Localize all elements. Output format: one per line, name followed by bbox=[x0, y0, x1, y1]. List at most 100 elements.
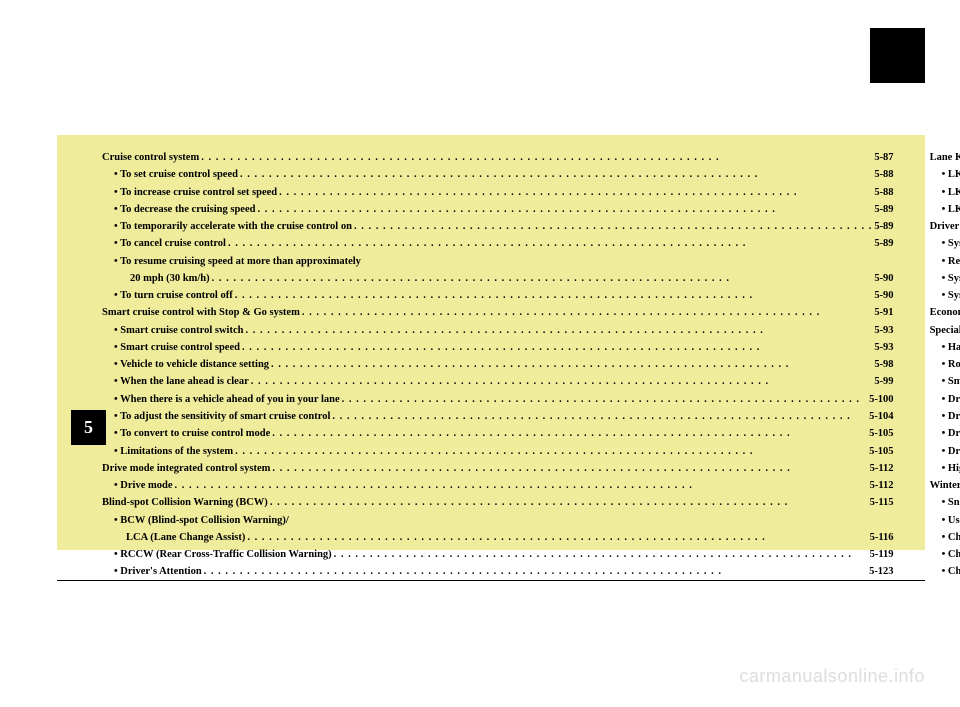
toc-entry-text: • Snowy or icy conditions bbox=[942, 495, 960, 511]
toc-line: • Rocking the vehicle5-141 bbox=[930, 357, 960, 373]
toc-line: Blind-spot Collision Warning (BCW)5-115 bbox=[102, 495, 894, 511]
toc-entry-text: • Smart cruise control switch bbox=[114, 323, 243, 339]
toc-page-number: 5-90 bbox=[874, 288, 893, 304]
toc-line: • To set cruise control speed5-88 bbox=[102, 167, 894, 183]
toc-entry-text: • Rocking the vehicle bbox=[942, 357, 960, 373]
toc-entry-text: • Vehicle to vehicle distance setting bbox=[114, 357, 269, 373]
toc-page-number: 5-88 bbox=[874, 167, 893, 183]
watermark-text: carmanualsonline.info bbox=[739, 666, 925, 687]
toc-line: • Driving in the rain5-143 bbox=[930, 409, 960, 425]
toc-page-number: 5-89 bbox=[874, 219, 893, 235]
toc-page-number: 5-112 bbox=[870, 461, 894, 477]
toc-dots bbox=[201, 150, 872, 166]
toc-entry-text: Driver Attention Warning (DAW) bbox=[930, 219, 960, 235]
toc-page-number: 5-100 bbox=[869, 392, 894, 408]
page-container: 5 Cruise control system5-87• To set crui… bbox=[0, 0, 960, 707]
toc-entry-text: • When the lane ahead is clear bbox=[114, 374, 249, 390]
toc-entry-text: Winter driving bbox=[930, 478, 960, 494]
toc-entry-text: • To increase cruise control set speed bbox=[114, 185, 277, 201]
toc-entry-text: • System malfunction bbox=[942, 288, 960, 304]
toc-line: • Hazardous driving conditions5-141 bbox=[930, 340, 960, 356]
toc-dots bbox=[204, 564, 867, 580]
toc-entry-text: • Smooth cornering bbox=[942, 374, 960, 390]
toc-entry-text: • Driving at night bbox=[942, 392, 960, 408]
toc-entry-text: • Smart cruise control speed bbox=[114, 340, 240, 356]
toc-dots bbox=[247, 530, 867, 546]
toc-page-number: 5-89 bbox=[874, 236, 893, 252]
toc-dots bbox=[271, 357, 872, 373]
toc-entry-text: • Hazardous driving conditions bbox=[942, 340, 960, 356]
toc-dots bbox=[272, 426, 867, 442]
toc-entry-text: LCA (Lane Change Assist) bbox=[126, 530, 245, 546]
toc-entry-text: • Driving in flooded areas bbox=[942, 426, 960, 442]
toc-line: • Driving at night5-142 bbox=[930, 392, 960, 408]
toc-entry-text: • System disabled bbox=[942, 271, 960, 287]
toc-entry-text: • Check battery and cables bbox=[942, 530, 960, 546]
toc-dots bbox=[272, 461, 867, 477]
toc-entry-text: Drive mode integrated control system bbox=[102, 461, 270, 477]
toc-dots bbox=[235, 288, 873, 304]
toc-line: • Snowy or icy conditions5-145 bbox=[930, 495, 960, 511]
toc-line: • To cancel cruise control 5-89 bbox=[102, 236, 894, 252]
toc-entry-text: • To convert to cruise control mode bbox=[114, 426, 270, 442]
toc-entry-text: • Limitations of the system bbox=[114, 444, 233, 460]
toc-line: • To convert to cruise control mode 5-105 bbox=[102, 426, 894, 442]
toc-line: • To decrease the cruising speed5-89 bbox=[102, 202, 894, 218]
toc-page-number: 5-90 bbox=[874, 271, 893, 287]
toc-entry-text: • LKA function change bbox=[942, 202, 960, 218]
toc-dots bbox=[212, 271, 873, 287]
toc-line: Special driving conditions5-141 bbox=[930, 323, 960, 339]
toc-line: • RCCW (Rear Cross-Traffic Collision War… bbox=[102, 547, 894, 563]
toc-line: • Driver's Attention5-123 bbox=[102, 564, 894, 580]
toc-line: • To temporarily accelerate with the cru… bbox=[102, 219, 894, 235]
toc-page-number: 5-105 bbox=[869, 426, 894, 442]
toc-entry-text: • RCCW (Rear Cross-Traffic Collision War… bbox=[114, 547, 332, 563]
toc-dots bbox=[279, 185, 872, 201]
toc-dots bbox=[354, 219, 872, 235]
toc-entry-text: • Change to "winter weight" oil if neces… bbox=[942, 547, 960, 563]
toc-entry-text: • LKA operation bbox=[942, 167, 960, 183]
toc-entry-text: • Use high quality ethylene glycol coola… bbox=[942, 513, 960, 529]
toc-dots bbox=[334, 547, 868, 563]
toc-dots bbox=[257, 202, 872, 218]
toc-line: Cruise control system5-87 bbox=[102, 150, 894, 166]
toc-page-number: 5-89 bbox=[874, 202, 893, 218]
toc-page-number: 5-91 bbox=[874, 305, 893, 321]
toc-entry-text: • To resume cruising speed at more than … bbox=[114, 254, 361, 270]
section-number-tab: 5 bbox=[71, 410, 106, 445]
toc-content: 5 Cruise control system5-87• To set crui… bbox=[57, 135, 925, 550]
toc-dots bbox=[242, 340, 872, 356]
toc-page-number: 5-88 bbox=[874, 185, 893, 201]
toc-page-number: 5-123 bbox=[869, 564, 894, 580]
toc-line: • Smooth cornering5-142 bbox=[930, 374, 960, 390]
toc-line: • BCW (Blind-spot Collision Warning)/ bbox=[102, 513, 894, 529]
toc-line: • Smart cruise control switch5-93 bbox=[102, 323, 894, 339]
toc-line: • Drive mode 5-112 bbox=[102, 478, 894, 494]
toc-line: • LKA function change5-133 bbox=[930, 202, 960, 218]
toc-line: Winter driving5-145 bbox=[930, 478, 960, 494]
toc-line: • System malfunction5-137 bbox=[930, 288, 960, 304]
toc-entry-text: • To adjust the sensitivity of smart cru… bbox=[114, 409, 330, 425]
toc-line: • Driving in flooded areas5-144 bbox=[930, 426, 960, 442]
toc-line: • Resetting the system5-136 bbox=[930, 254, 960, 270]
toc-entry-text: Lane Keeping Assist (LKA) system bbox=[930, 150, 960, 166]
toc-page-number: 5-99 bbox=[874, 374, 893, 390]
toc-line: • When the lane ahead is clear 5-99 bbox=[102, 374, 894, 390]
toc-line: • Limitations of the system5-105 bbox=[102, 444, 894, 460]
horizontal-separator bbox=[57, 580, 925, 581]
toc-entry-text: Economical operation bbox=[930, 305, 960, 321]
toc-dots bbox=[302, 305, 872, 321]
toc-line: • Driving off-road5-144 bbox=[930, 444, 960, 460]
toc-entry-text: • Drive mode bbox=[114, 478, 173, 494]
toc-line: Drive mode integrated control system 5-11… bbox=[102, 461, 894, 477]
toc-entry-text: • To temporarily accelerate with the cru… bbox=[114, 219, 352, 235]
toc-page-number: 5-104 bbox=[869, 409, 894, 425]
toc-entry-text: • To cancel cruise control bbox=[114, 236, 226, 252]
toc-entry-text: Smart cruise control with Stop & Go syst… bbox=[102, 305, 300, 321]
toc-line: • Change to "winter weight" oil if neces… bbox=[930, 547, 960, 563]
toc-entry-text: • Check spark plugs and ignition system bbox=[942, 564, 960, 580]
toc-entry-text: • Driving in the rain bbox=[942, 409, 960, 425]
toc-line: 20 mph (30 km/h)5-90 bbox=[102, 271, 894, 287]
toc-page-number: 5-112 bbox=[870, 478, 894, 494]
toc-entry-text: Special driving conditions bbox=[930, 323, 960, 339]
